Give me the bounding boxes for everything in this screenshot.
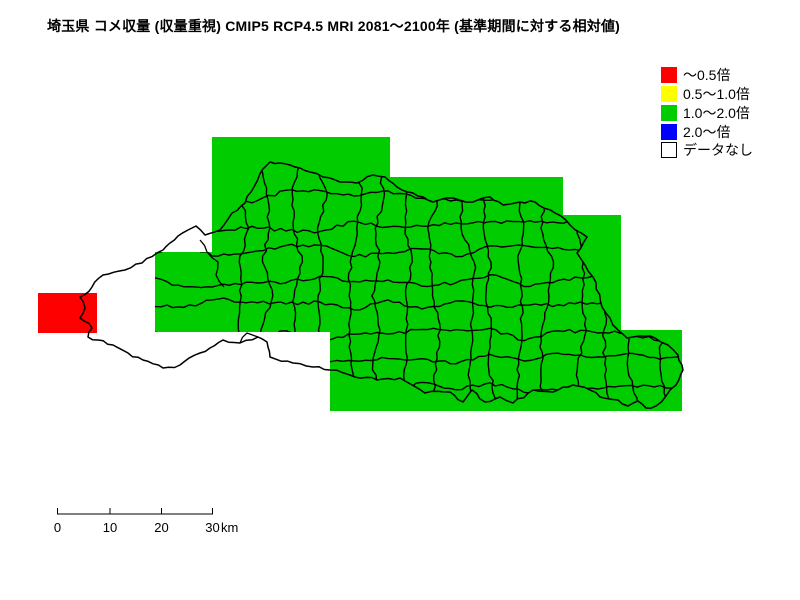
municipal-boundary-line xyxy=(239,332,259,344)
scale-tick-label: 10 xyxy=(103,520,117,535)
legend-swatch xyxy=(661,86,677,103)
legend-item: ～0.5倍 xyxy=(661,66,753,85)
legend-item: データなし xyxy=(661,141,753,160)
legend-label: データなし xyxy=(683,142,753,159)
legend-label: 2.0～倍 xyxy=(683,123,731,140)
municipal-boundary-line xyxy=(371,162,386,409)
scale-tick-label: 0 xyxy=(54,520,61,535)
legend-label: ～0.5倍 xyxy=(683,67,731,84)
prefecture-boundary xyxy=(79,161,684,409)
municipal-boundary-line xyxy=(482,162,496,409)
legend-item: 1.0～2.0倍 xyxy=(661,104,753,123)
map-title: 埼玉県 コメ収量 (収量重視) CMIP5 RCP4.5 MRI 2081～21… xyxy=(47,18,621,34)
municipal-boundary-line xyxy=(155,296,682,312)
scale-tick-label: 20 xyxy=(154,520,168,535)
municipal-boundary-line xyxy=(199,239,225,288)
scale-bar: 0 10 20 30 km xyxy=(54,508,238,535)
legend-swatch xyxy=(661,67,677,84)
municipal-boundary-line xyxy=(347,162,363,409)
municipal-boundary-line xyxy=(459,162,477,409)
legend-swatch xyxy=(661,104,677,121)
legend-item: 2.0～倍 xyxy=(661,122,753,141)
legend-item: 0.5～1.0倍 xyxy=(661,85,753,104)
legend-swatch xyxy=(661,142,677,159)
legend-label: 0.5～1.0倍 xyxy=(683,86,750,103)
scale-unit-label: km xyxy=(221,520,238,535)
scale-tick-label: 30 xyxy=(205,520,219,535)
municipal-boundary-line xyxy=(427,162,441,409)
scale-bar-line xyxy=(57,508,213,515)
legend-label: 1.0～2.0倍 xyxy=(683,104,750,121)
red-cell xyxy=(38,293,97,333)
legend-swatch xyxy=(661,123,677,140)
legend: ～0.5倍 0.5～1.0倍 1.0～2.0倍 2.0～倍データなし xyxy=(661,66,753,160)
green-region xyxy=(155,137,682,411)
municipal-boundary-line xyxy=(402,162,414,409)
